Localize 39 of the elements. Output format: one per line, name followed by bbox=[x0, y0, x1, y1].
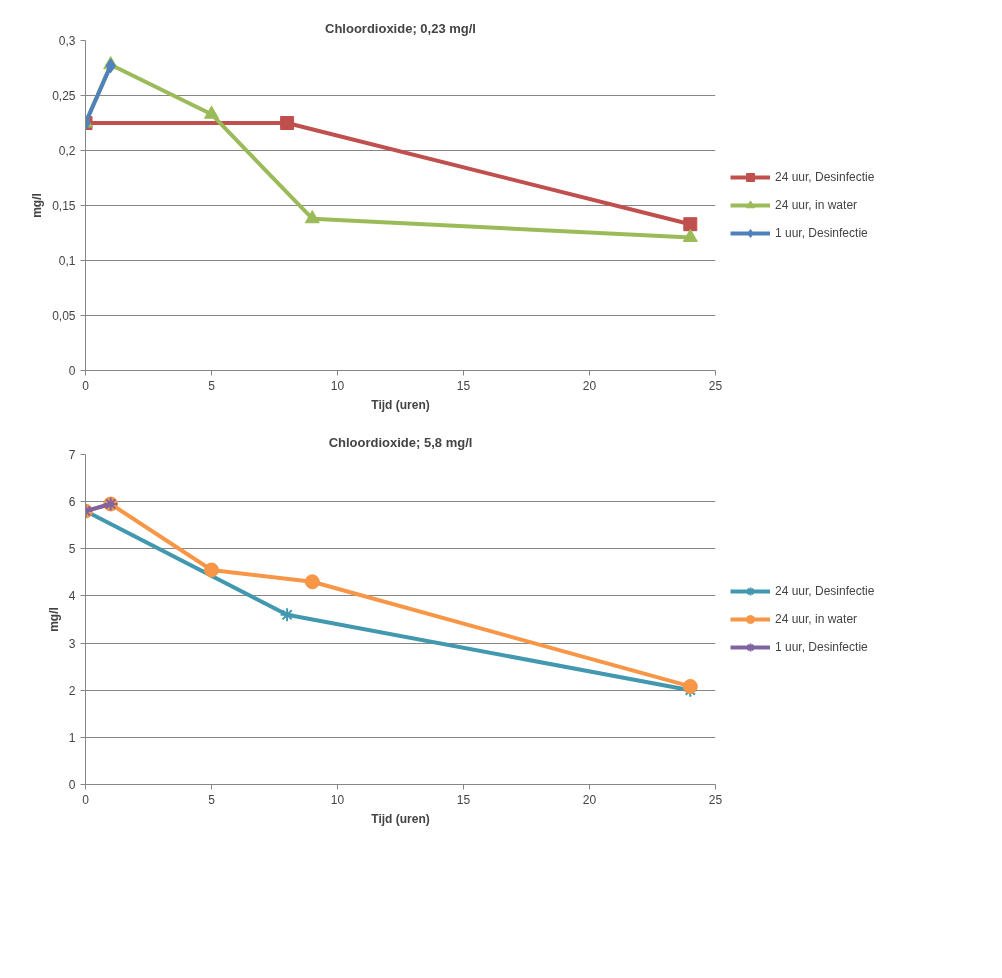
x-axis-title: Tijd (uren) bbox=[371, 811, 430, 826]
y-tick-label: 5 bbox=[68, 542, 76, 557]
legend-label: 1 uur, Desinfectie bbox=[775, 640, 868, 654]
y-tick-label: 0,05 bbox=[52, 309, 76, 323]
legend-label: 24 uur, Desinfectie bbox=[775, 584, 875, 598]
legend-label: 24 uur, Desinfectie bbox=[775, 170, 875, 184]
y-tick-label: 7 bbox=[68, 448, 76, 462]
x-tick-label: 0 bbox=[82, 792, 90, 807]
y-tick-label: 0,25 bbox=[52, 89, 76, 103]
y-axis-title: mg/l bbox=[30, 193, 45, 218]
x-tick-label: 25 bbox=[708, 792, 723, 807]
x-tick-label: 5 bbox=[208, 378, 216, 393]
y-tick-label: 0,1 bbox=[58, 254, 76, 268]
y-tick-label: 0,3 bbox=[58, 34, 76, 48]
x-tick-label: 20 bbox=[582, 378, 597, 393]
legend-label: 24 uur, in water bbox=[775, 612, 858, 626]
y-tick-label: 3 bbox=[68, 636, 76, 651]
legend-label: 1 uur, Desinfectie bbox=[775, 226, 868, 240]
y-tick-label: 6 bbox=[68, 495, 76, 510]
y-tick-label: 4 bbox=[68, 589, 76, 604]
x-tick-label: 15 bbox=[456, 378, 471, 393]
x-tick-label: 0 bbox=[82, 378, 90, 393]
x-tick-label: 15 bbox=[456, 792, 471, 807]
x-tick-label: 25 bbox=[708, 378, 723, 393]
y-tick-label: 1 bbox=[68, 730, 76, 745]
y-tick-label: 0 bbox=[68, 364, 76, 378]
y-tick-label: 0,2 bbox=[58, 144, 76, 158]
y-axis-title: mg/l bbox=[46, 607, 61, 632]
x-axis-title: Tijd (uren) bbox=[371, 397, 430, 412]
x-tick-label: 20 bbox=[582, 792, 597, 807]
y-tick-label: 0,15 bbox=[52, 199, 76, 213]
chart-title: Chloordioxide; 0,23 mg/l bbox=[325, 20, 476, 36]
x-tick-label: 10 bbox=[330, 378, 345, 393]
legend-label: 24 uur, in water bbox=[775, 198, 858, 212]
chart-title: Chloordioxide; 5,8 mg/l bbox=[328, 434, 473, 450]
x-tick-label: 5 bbox=[208, 792, 216, 807]
y-tick-label: 0 bbox=[68, 778, 76, 792]
y-tick-label: 2 bbox=[68, 683, 76, 698]
x-tick-label: 10 bbox=[330, 792, 345, 807]
